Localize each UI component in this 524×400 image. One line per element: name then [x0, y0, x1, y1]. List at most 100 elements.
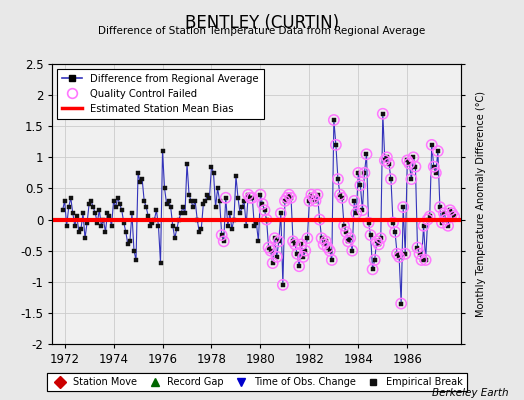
Point [307, 192, 315, 198]
Point [309, 194, 318, 201]
Point [385, 160, 393, 167]
Point [383, 154, 391, 160]
Point [407, 176, 416, 182]
Point [446, 207, 454, 214]
Point [287, 194, 295, 201]
Point [268, 260, 277, 266]
Point [389, 220, 397, 226]
Point [283, 194, 291, 201]
Point [318, 235, 326, 242]
Point [405, 160, 413, 167]
Point [391, 229, 399, 235]
Point [311, 198, 320, 204]
Point [340, 222, 348, 229]
Point [393, 250, 401, 257]
Point [401, 250, 409, 257]
Point [260, 207, 269, 214]
Point [320, 241, 328, 248]
Point [281, 198, 289, 204]
Point [395, 254, 403, 260]
Point [409, 154, 418, 160]
Point [315, 216, 324, 223]
Point [293, 250, 301, 257]
Point [419, 222, 428, 229]
Point [362, 151, 370, 158]
Point [244, 192, 253, 198]
Point [289, 238, 297, 244]
Legend: Station Move, Record Gap, Time of Obs. Change, Empirical Break: Station Move, Record Gap, Time of Obs. C… [47, 373, 467, 391]
Point [358, 207, 367, 214]
Point [417, 257, 425, 263]
Point [265, 244, 273, 251]
Point [373, 238, 381, 244]
Point [352, 210, 361, 216]
Point [438, 220, 446, 226]
Point [416, 250, 424, 257]
Point [285, 192, 293, 198]
Point [305, 198, 313, 204]
Point [291, 241, 299, 248]
Point [377, 235, 385, 242]
Point [403, 157, 411, 164]
Point [375, 241, 383, 248]
Point [350, 198, 358, 204]
Point [246, 194, 255, 201]
Point [348, 248, 356, 254]
Point [258, 201, 267, 207]
Point [295, 263, 303, 270]
Point [303, 235, 312, 242]
Point [370, 257, 379, 263]
Point [266, 248, 275, 254]
Point [275, 238, 283, 244]
Point [430, 164, 438, 170]
Point [436, 204, 444, 210]
Point [399, 204, 407, 210]
Text: Berkeley Earth: Berkeley Earth [432, 388, 508, 398]
Point [442, 216, 450, 223]
Point [301, 248, 310, 254]
Y-axis label: Monthly Temperature Anomaly Difference (°C): Monthly Temperature Anomaly Difference (… [476, 91, 486, 317]
Point [440, 210, 448, 216]
Point [342, 229, 350, 235]
Point [434, 148, 442, 154]
Point [248, 194, 256, 201]
Point [448, 210, 456, 216]
Point [354, 170, 363, 176]
Point [256, 192, 265, 198]
Point [450, 213, 458, 220]
Point [397, 300, 406, 307]
Point [344, 238, 352, 244]
Point [270, 235, 279, 242]
Point [411, 164, 420, 170]
Point [299, 254, 308, 260]
Point [338, 194, 346, 201]
Point [432, 170, 440, 176]
Point [364, 220, 373, 226]
Point [330, 117, 338, 123]
Point [368, 266, 377, 272]
Point [279, 282, 287, 288]
Point [322, 238, 330, 244]
Point [423, 216, 432, 223]
Point [361, 170, 369, 176]
Point [428, 142, 436, 148]
Point [444, 222, 452, 229]
Point [297, 241, 305, 248]
Point [220, 238, 228, 244]
Point [387, 176, 395, 182]
Point [379, 110, 387, 117]
Point [356, 182, 365, 188]
Point [272, 254, 281, 260]
Point [217, 232, 226, 238]
Point [336, 192, 344, 198]
Point [425, 213, 434, 220]
Point [325, 248, 334, 254]
Point [380, 157, 389, 164]
Point [334, 176, 342, 182]
Point [346, 235, 354, 242]
Point [323, 244, 332, 251]
Text: Difference of Station Temperature Data from Regional Average: Difference of Station Temperature Data f… [99, 26, 425, 36]
Point [413, 244, 422, 251]
Point [313, 192, 322, 198]
Point [366, 232, 375, 238]
